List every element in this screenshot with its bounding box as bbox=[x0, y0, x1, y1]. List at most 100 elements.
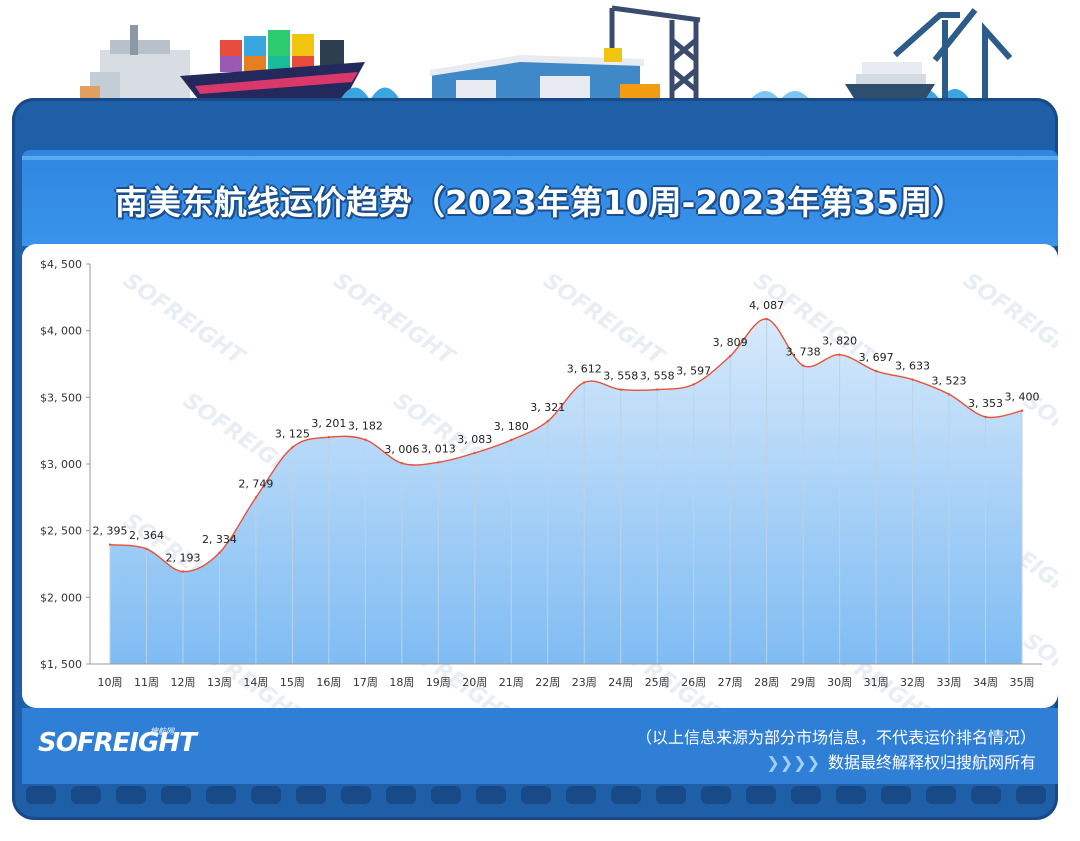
x-tick-label: 27周 bbox=[718, 676, 743, 689]
x-tick-label: 16周 bbox=[316, 676, 341, 689]
data-point bbox=[874, 369, 878, 373]
x-tick-label: 25周 bbox=[645, 676, 670, 689]
scallop-tab bbox=[71, 786, 101, 804]
y-tick-label: $4, 000 bbox=[40, 325, 82, 338]
title-band: 南美东航线运价趋势（2023年第10周-2023年第35周） bbox=[22, 150, 1058, 246]
data-label: 3, 558 bbox=[640, 370, 675, 383]
y-tick-label: $4, 500 bbox=[40, 258, 82, 271]
watermark-text: SOFREIGHT bbox=[329, 268, 461, 371]
data-label: 3, 809 bbox=[713, 336, 748, 349]
data-point bbox=[473, 451, 476, 455]
data-point bbox=[1020, 409, 1024, 412]
scallop-tab bbox=[926, 786, 956, 804]
scallop-tab bbox=[26, 786, 56, 804]
y-tick-label: $3, 500 bbox=[40, 391, 82, 404]
data-point bbox=[947, 393, 951, 396]
dock-crane-icon bbox=[609, 5, 701, 104]
scallop-tab bbox=[521, 786, 551, 804]
scallop-tab bbox=[116, 786, 146, 804]
logo-subtitle: 搜航网 bbox=[150, 727, 174, 736]
data-label: 3, 597 bbox=[676, 364, 711, 377]
data-point bbox=[911, 378, 914, 381]
data-label: 2, 749 bbox=[238, 477, 273, 490]
data-label: 2, 193 bbox=[165, 552, 200, 565]
copyright-note: ❯❯❯❯ 数据最终解释权归搜航网所有 bbox=[766, 749, 1036, 773]
chart-title: 南美东航线运价趋势（2023年第10周-2023年第35周） bbox=[114, 183, 966, 222]
watermark-text: SOFREIGHT bbox=[1019, 388, 1058, 491]
x-tick-label: 22周 bbox=[535, 676, 560, 689]
x-tick-label: 19周 bbox=[426, 676, 451, 689]
x-tick-label: 26周 bbox=[681, 676, 706, 689]
data-point bbox=[364, 438, 367, 441]
data-label: 3, 125 bbox=[275, 427, 310, 440]
data-label: 3, 523 bbox=[932, 374, 967, 387]
scallop-tab bbox=[656, 786, 686, 804]
x-tick-label: 10周 bbox=[98, 676, 123, 689]
port-illustration bbox=[80, 5, 1013, 108]
scallop-tab bbox=[836, 786, 866, 804]
x-tick-label: 14周 bbox=[243, 676, 268, 689]
data-point bbox=[692, 383, 695, 386]
x-tick-label: 21周 bbox=[499, 676, 524, 689]
x-tick-label: 23周 bbox=[572, 676, 597, 689]
data-label: 3, 353 bbox=[968, 397, 1003, 410]
data-point bbox=[656, 388, 659, 391]
scallop-tab bbox=[476, 786, 506, 804]
footer-band bbox=[22, 708, 1058, 784]
y-tick-label: $3, 000 bbox=[40, 458, 82, 471]
data-point bbox=[984, 415, 987, 419]
watermark-text: SOFREIGHT bbox=[959, 268, 1058, 371]
data-point bbox=[181, 570, 185, 573]
data-point bbox=[108, 543, 112, 546]
x-tick-label: 31周 bbox=[864, 676, 889, 689]
data-label: 3, 182 bbox=[348, 420, 383, 433]
scallop-tab bbox=[1016, 786, 1046, 804]
source-disclaimer: （以上信息来源为部分市场信息，不代表运价排名情况） bbox=[635, 728, 1036, 747]
freight-rate-chart: SOFREIGHT SOFREIGHT SOFREIGHT SOFREIGHT SOFR… bbox=[40, 258, 1058, 708]
data-label: 3, 612 bbox=[567, 362, 602, 375]
warehouse-icon bbox=[430, 55, 660, 104]
data-point bbox=[583, 381, 586, 384]
data-point bbox=[145, 547, 148, 550]
data-point bbox=[546, 420, 549, 423]
scallop-tab bbox=[206, 786, 236, 804]
x-tick-label: 32周 bbox=[900, 676, 925, 689]
y-tick-label: $1, 500 bbox=[40, 658, 82, 671]
watermark-text: SOFREIGHT bbox=[1019, 628, 1058, 708]
x-tick-label: 35周 bbox=[1010, 676, 1035, 689]
data-point bbox=[728, 354, 732, 358]
data-label: 3, 201 bbox=[311, 417, 346, 430]
data-point bbox=[619, 388, 622, 391]
data-point bbox=[765, 317, 768, 321]
data-point bbox=[218, 551, 221, 554]
x-tick-label: 30周 bbox=[827, 676, 852, 689]
data-point bbox=[254, 496, 258, 499]
x-tick-label: 18周 bbox=[389, 676, 414, 689]
container-ship-icon bbox=[180, 30, 365, 108]
title-stripe bbox=[22, 156, 1058, 160]
x-tick-label: 20周 bbox=[462, 676, 487, 689]
x-tick-label: 11周 bbox=[134, 676, 159, 689]
data-label: 2, 334 bbox=[202, 533, 237, 546]
chart-panel: SOFREIGHT SOFREIGHT SOFREIGHT SOFREIGHT SOFR… bbox=[22, 244, 1058, 708]
watermark-text: SOFREIGHT bbox=[539, 268, 671, 371]
data-point bbox=[327, 436, 331, 439]
x-tick-label: 24周 bbox=[608, 676, 633, 689]
scallop-tab bbox=[971, 786, 1001, 804]
data-point bbox=[510, 438, 513, 442]
data-label: 3, 321 bbox=[530, 401, 565, 414]
data-label: 2, 395 bbox=[93, 525, 128, 538]
scallop-tab bbox=[701, 786, 731, 804]
data-point bbox=[801, 364, 805, 367]
data-label: 3, 558 bbox=[603, 370, 638, 383]
scallop-tab bbox=[296, 786, 326, 804]
scallop-tab bbox=[161, 786, 191, 804]
data-label: 3, 013 bbox=[421, 442, 456, 455]
data-label: 3, 820 bbox=[822, 335, 857, 348]
harbor-cranes-icon bbox=[893, 8, 1013, 104]
x-tick-label: 28周 bbox=[754, 676, 779, 689]
scallop-tab bbox=[431, 786, 461, 804]
data-label: 3, 633 bbox=[895, 360, 930, 373]
sofreight-logo: SOFREIGHT bbox=[38, 728, 197, 758]
x-tick-label: 29周 bbox=[791, 676, 816, 689]
